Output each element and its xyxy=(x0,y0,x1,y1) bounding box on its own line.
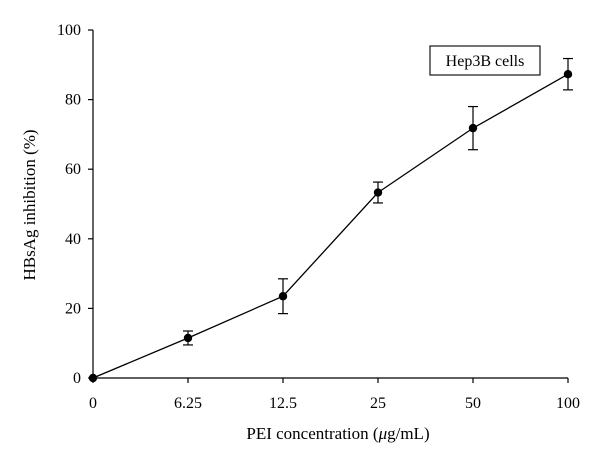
x-tick-label: 0 xyxy=(89,395,97,412)
y-tick-label: 20 xyxy=(65,300,81,317)
y-tick-label: 40 xyxy=(65,231,81,248)
series-line xyxy=(92,73,569,379)
x-tick-label: 25 xyxy=(370,395,386,412)
data-layer xyxy=(88,57,573,383)
x-tick-label: 6.25 xyxy=(174,395,202,412)
x-tick-label: 100 xyxy=(556,395,580,412)
data-point xyxy=(183,333,193,343)
data-point xyxy=(468,123,478,133)
data-point xyxy=(563,69,573,79)
axes-layer: 0 20 40 60 80 100 0 6.25 12.5 25 50 100 xyxy=(57,22,580,412)
x-tick-label: 12.5 xyxy=(269,395,297,412)
legend-label: Hep3B cells xyxy=(446,53,525,70)
data-point xyxy=(373,188,383,197)
y-tick-label: 60 xyxy=(65,161,81,178)
x-tick-label: 50 xyxy=(465,395,481,412)
y-tick-label: 100 xyxy=(57,22,81,39)
y-tick-label: 0 xyxy=(73,370,81,387)
y-axis-label: HBsAg inhibition (%) xyxy=(20,129,39,280)
x-axis-label-prefix: PEI concentration ( xyxy=(246,424,379,443)
data-point xyxy=(88,373,98,383)
legend-layer: Hep3B cells xyxy=(429,45,541,76)
x-axis-label-suffix: g/mL) xyxy=(387,424,430,443)
legend-box xyxy=(429,45,541,76)
x-axis-label-unit: μ xyxy=(378,424,388,443)
y-tick-label: 80 xyxy=(65,92,81,109)
data-point xyxy=(278,292,288,301)
x-axis-label: PEI concentration (μg/mL) xyxy=(246,424,429,443)
